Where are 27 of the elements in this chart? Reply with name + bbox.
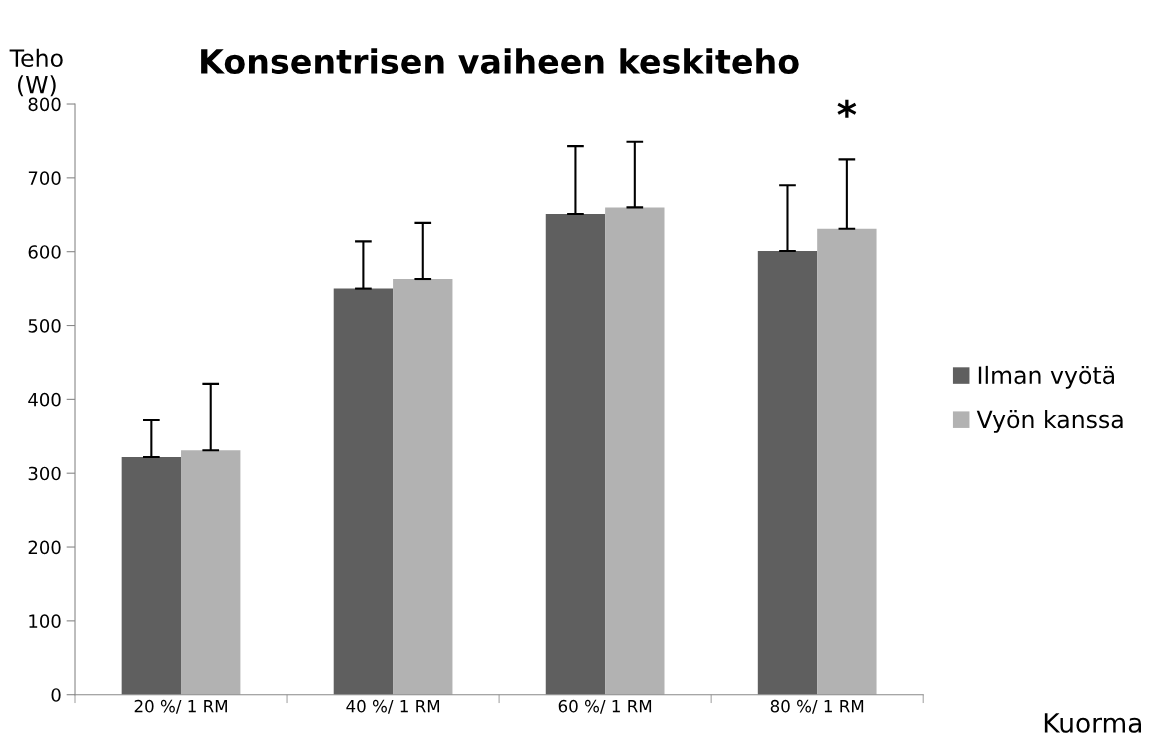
- x-tick-label: 20 %/ 1 RM: [134, 699, 227, 714]
- x-tick-label: 80 %/ 1 RM: [770, 699, 864, 714]
- x-tick-label: 40 %/ 1 RM: [346, 699, 440, 714]
- y-tick-label: 700: [28, 171, 61, 185]
- legend-label: Vyön kanssa: [976, 409, 1123, 433]
- x-tick-label: 60 %/ 1 RM: [558, 699, 652, 714]
- y-tick-label: 500: [28, 318, 61, 333]
- bar: [605, 207, 665, 695]
- y-tick-label: 600: [28, 245, 61, 259]
- y-axis-title: Teho (W): [9, 48, 63, 97]
- y-tick-label: 0: [51, 688, 61, 702]
- x-axis-title: Kuorma: [1044, 713, 1141, 733]
- bar: [817, 228, 877, 695]
- bar: [545, 214, 606, 695]
- y-tick-label: 400: [28, 392, 61, 407]
- y-tick-label: 300: [28, 466, 61, 481]
- annotation: *: [837, 99, 857, 118]
- bar: [757, 250, 818, 695]
- bar: [393, 279, 453, 695]
- bar: [333, 288, 394, 695]
- legend-label: Ilman vyötä: [978, 365, 1114, 389]
- y-tick-label: 800: [28, 97, 61, 112]
- bar: [121, 456, 182, 695]
- chart-title: Konsentrisen vaiheen keskiteho: [201, 48, 799, 74]
- y-tick-label: 200: [28, 540, 61, 555]
- bar: [181, 450, 241, 695]
- y-tick-label: 100: [29, 614, 61, 628]
